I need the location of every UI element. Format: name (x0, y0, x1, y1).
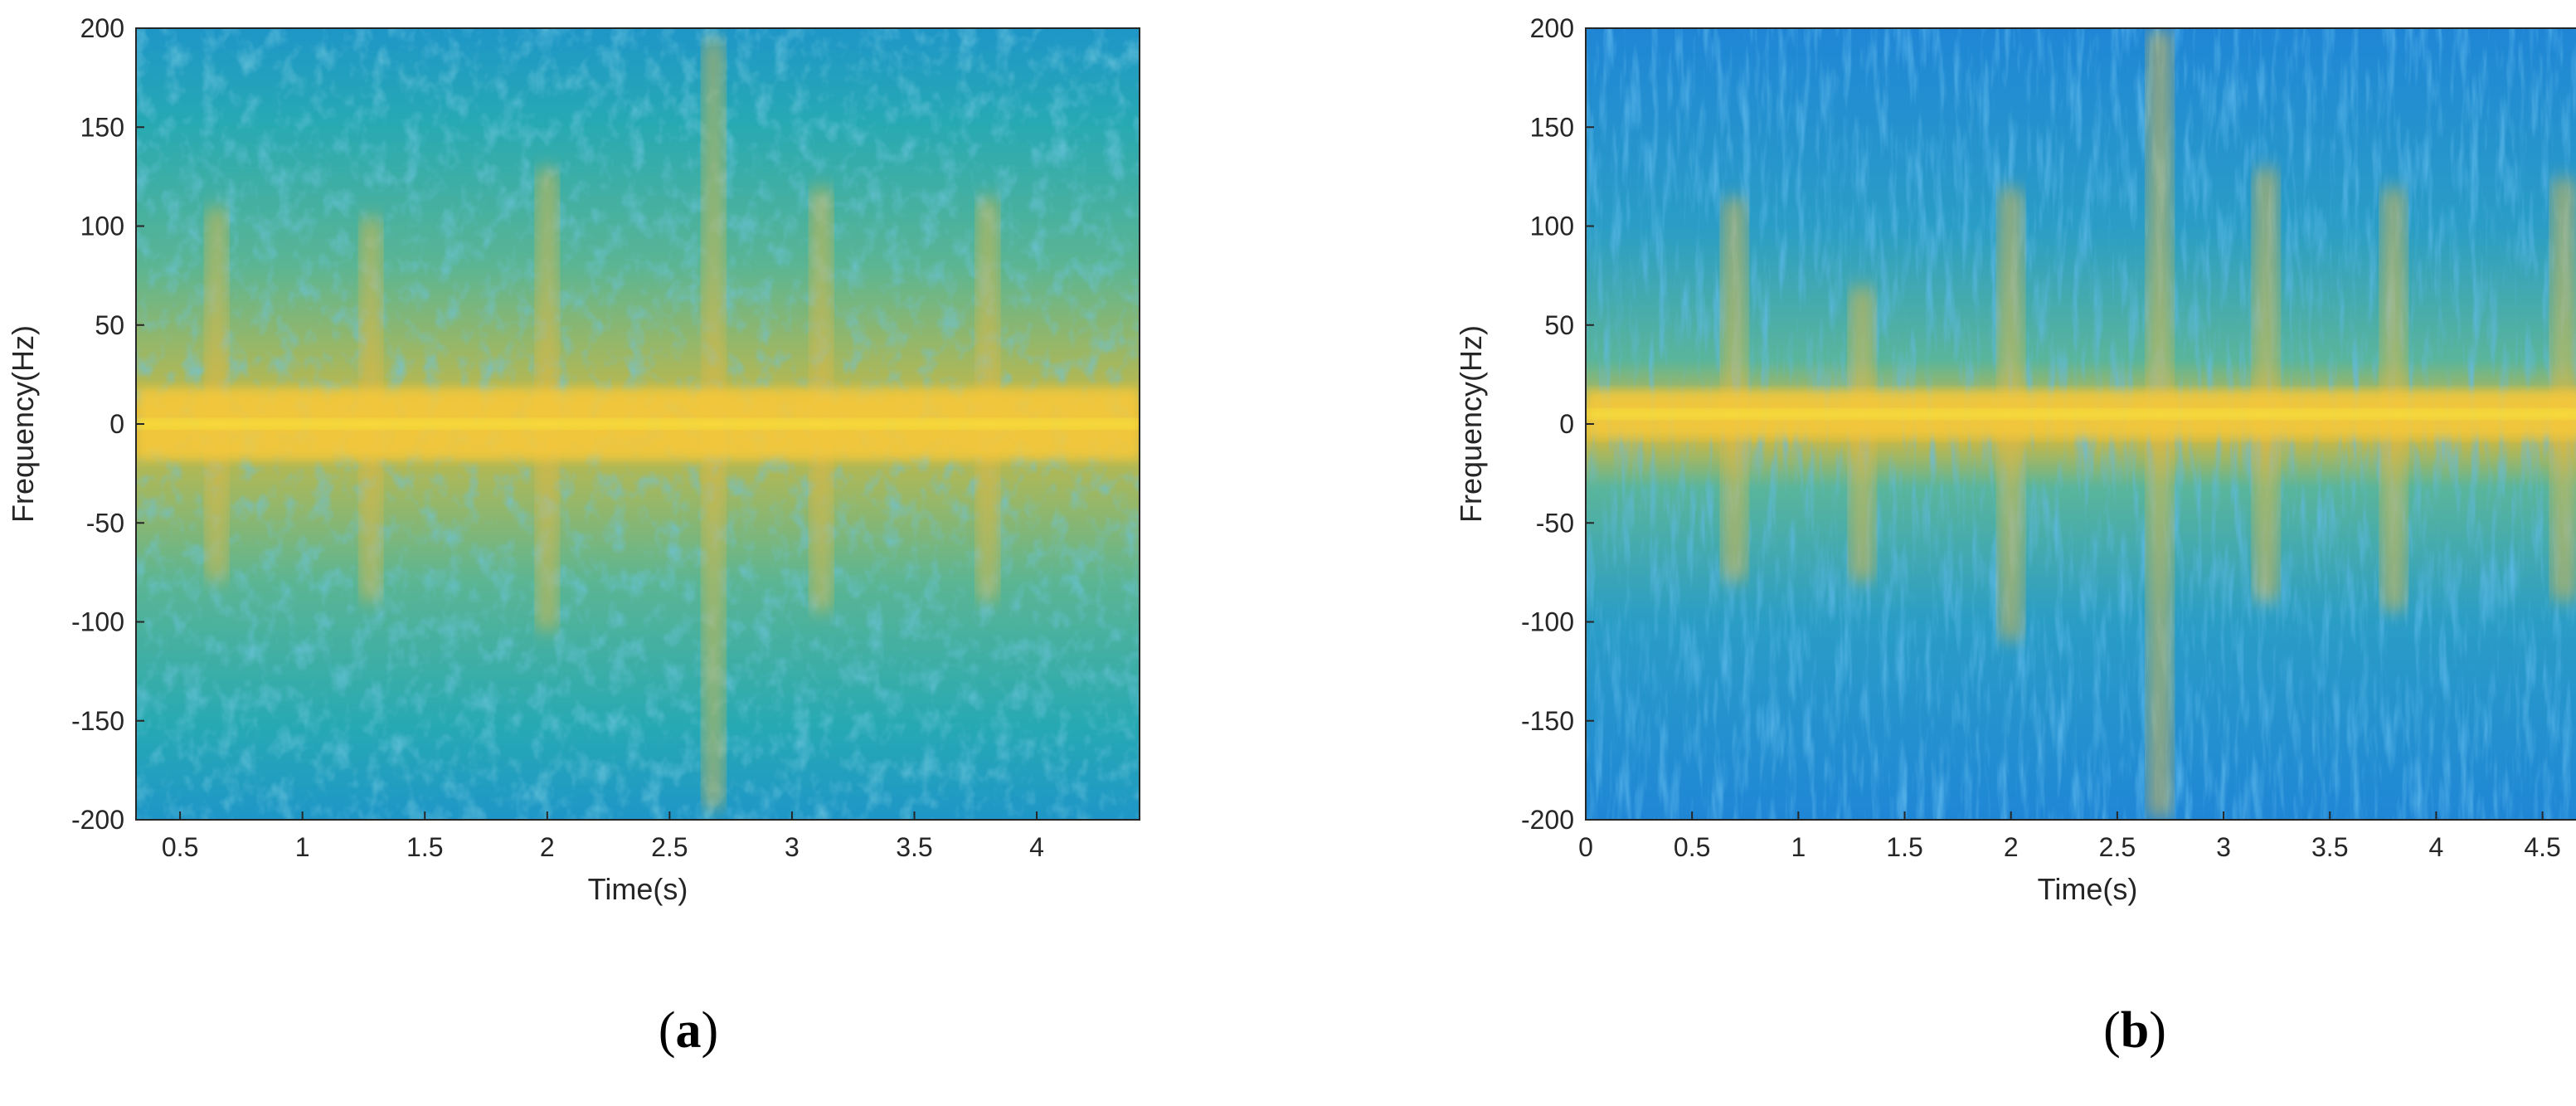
micro-doppler-flash (1722, 196, 1747, 582)
x-axis-label: Time(s) (2038, 872, 2138, 906)
y-tick-label: 0 (1559, 409, 1574, 439)
x-tick-label: 2.5 (651, 832, 688, 862)
panel-b: -200 -150 -100 -50 0 50 100 150 200 0 0.5 1 1.5 2 2.5 3… (1454, 13, 2576, 1059)
y-tick-label: 150 (1530, 112, 1574, 142)
y-tick-label: -100 (71, 607, 124, 637)
y-tick-label: -50 (1536, 508, 1574, 538)
spectrogram-image (136, 28, 1140, 820)
y-tick-label: -100 (1521, 607, 1574, 637)
panel-caption: (b) (2103, 1002, 2166, 1059)
y-axis-label: Frequency(Hz) (1454, 325, 1488, 523)
micro-doppler-flash (2551, 176, 2576, 602)
panel-a: -200 -150 -100 -50 0 50 100 150 200 0.5 1 1.5 2 2.5 3 3… (6, 13, 1140, 1059)
x-tick-label: 4.5 (2524, 832, 2560, 862)
y-tick-label: 200 (1530, 13, 1574, 43)
x-tick-label: 3 (785, 832, 800, 862)
y-tick-label: -200 (71, 805, 124, 835)
y-tick-label: -150 (71, 706, 124, 736)
x-tick-label: 4 (1029, 832, 1044, 862)
spectrogram-image (1586, 28, 2576, 820)
y-tick-label: -150 (1521, 706, 1574, 736)
y-tick-label: -200 (1521, 805, 1574, 835)
x-tick-label: 3.5 (896, 832, 932, 862)
x-tick-label: 3 (2216, 832, 2231, 862)
y-tick-label: 50 (1544, 310, 1574, 340)
x-tick-label: 2.5 (2099, 832, 2136, 862)
body-doppler-core (136, 419, 1140, 429)
x-tick-label: 1 (295, 832, 310, 862)
x-tick-label: 2 (540, 832, 555, 862)
x-tick-label: 0.5 (162, 832, 198, 862)
y-tick-label: 50 (95, 310, 124, 340)
y-tick-label: 100 (1530, 212, 1574, 241)
y-tick-label: 150 (80, 112, 124, 142)
y-axis-label: Frequency(Hz) (6, 325, 40, 523)
panel-caption: (a) (659, 1002, 718, 1059)
body-doppler-core (1586, 409, 2576, 420)
x-tick-label: 1.5 (406, 832, 443, 862)
y-tick-label: 0 (109, 409, 124, 439)
x-tick-label: 0 (1578, 832, 1593, 862)
y-tick-label: 100 (80, 212, 124, 241)
x-tick-label: 1.5 (1886, 832, 1922, 862)
x-tick-label: 0.5 (1674, 832, 1710, 862)
x-axis-label: Time(s) (588, 872, 688, 906)
x-tick-label: 4 (2429, 832, 2444, 862)
x-tick-label: 1 (1791, 832, 1806, 862)
x-tick-label: 3.5 (2311, 832, 2348, 862)
y-tick-label: -50 (86, 508, 124, 538)
micro-doppler-flash (2253, 166, 2279, 602)
x-tick-label: 2 (2004, 832, 2019, 862)
y-tick-label: 200 (80, 13, 124, 43)
